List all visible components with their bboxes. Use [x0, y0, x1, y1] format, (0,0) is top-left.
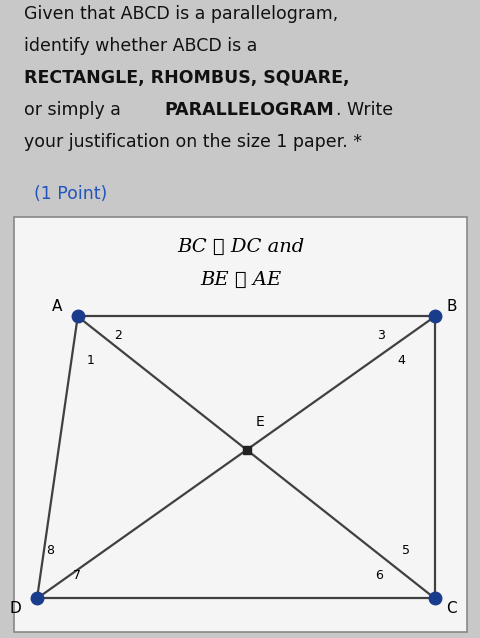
- Text: PARALLELOGRAM: PARALLELOGRAM: [164, 101, 334, 119]
- Text: Given that ABCD is a parallelogram,: Given that ABCD is a parallelogram,: [24, 5, 337, 23]
- Text: D: D: [10, 600, 21, 616]
- Text: B: B: [445, 299, 456, 315]
- FancyBboxPatch shape: [14, 217, 466, 632]
- Text: 4: 4: [397, 353, 405, 367]
- Text: 7: 7: [73, 569, 81, 582]
- Text: E: E: [255, 415, 264, 429]
- Text: BE ≅ AE: BE ≅ AE: [200, 271, 280, 289]
- Text: 1: 1: [86, 353, 95, 367]
- Text: 2: 2: [114, 329, 121, 342]
- Text: your justification on the size 1 paper. *: your justification on the size 1 paper. …: [24, 133, 361, 151]
- Text: 5: 5: [401, 544, 409, 557]
- Text: . Write: . Write: [336, 101, 393, 119]
- Text: identify whether ABCD is a: identify whether ABCD is a: [24, 37, 257, 55]
- Text: C: C: [445, 600, 456, 616]
- Text: RECTANGLE, RHOMBUS, SQUARE,: RECTANGLE, RHOMBUS, SQUARE,: [24, 69, 349, 87]
- Text: or simply a: or simply a: [24, 101, 126, 119]
- Text: (1 Point): (1 Point): [34, 185, 107, 203]
- Text: 8: 8: [46, 544, 54, 557]
- Text: 6: 6: [374, 569, 382, 582]
- Text: A: A: [51, 299, 62, 315]
- Text: 3: 3: [376, 329, 384, 342]
- Text: BC ≅ DC and: BC ≅ DC and: [177, 237, 303, 256]
